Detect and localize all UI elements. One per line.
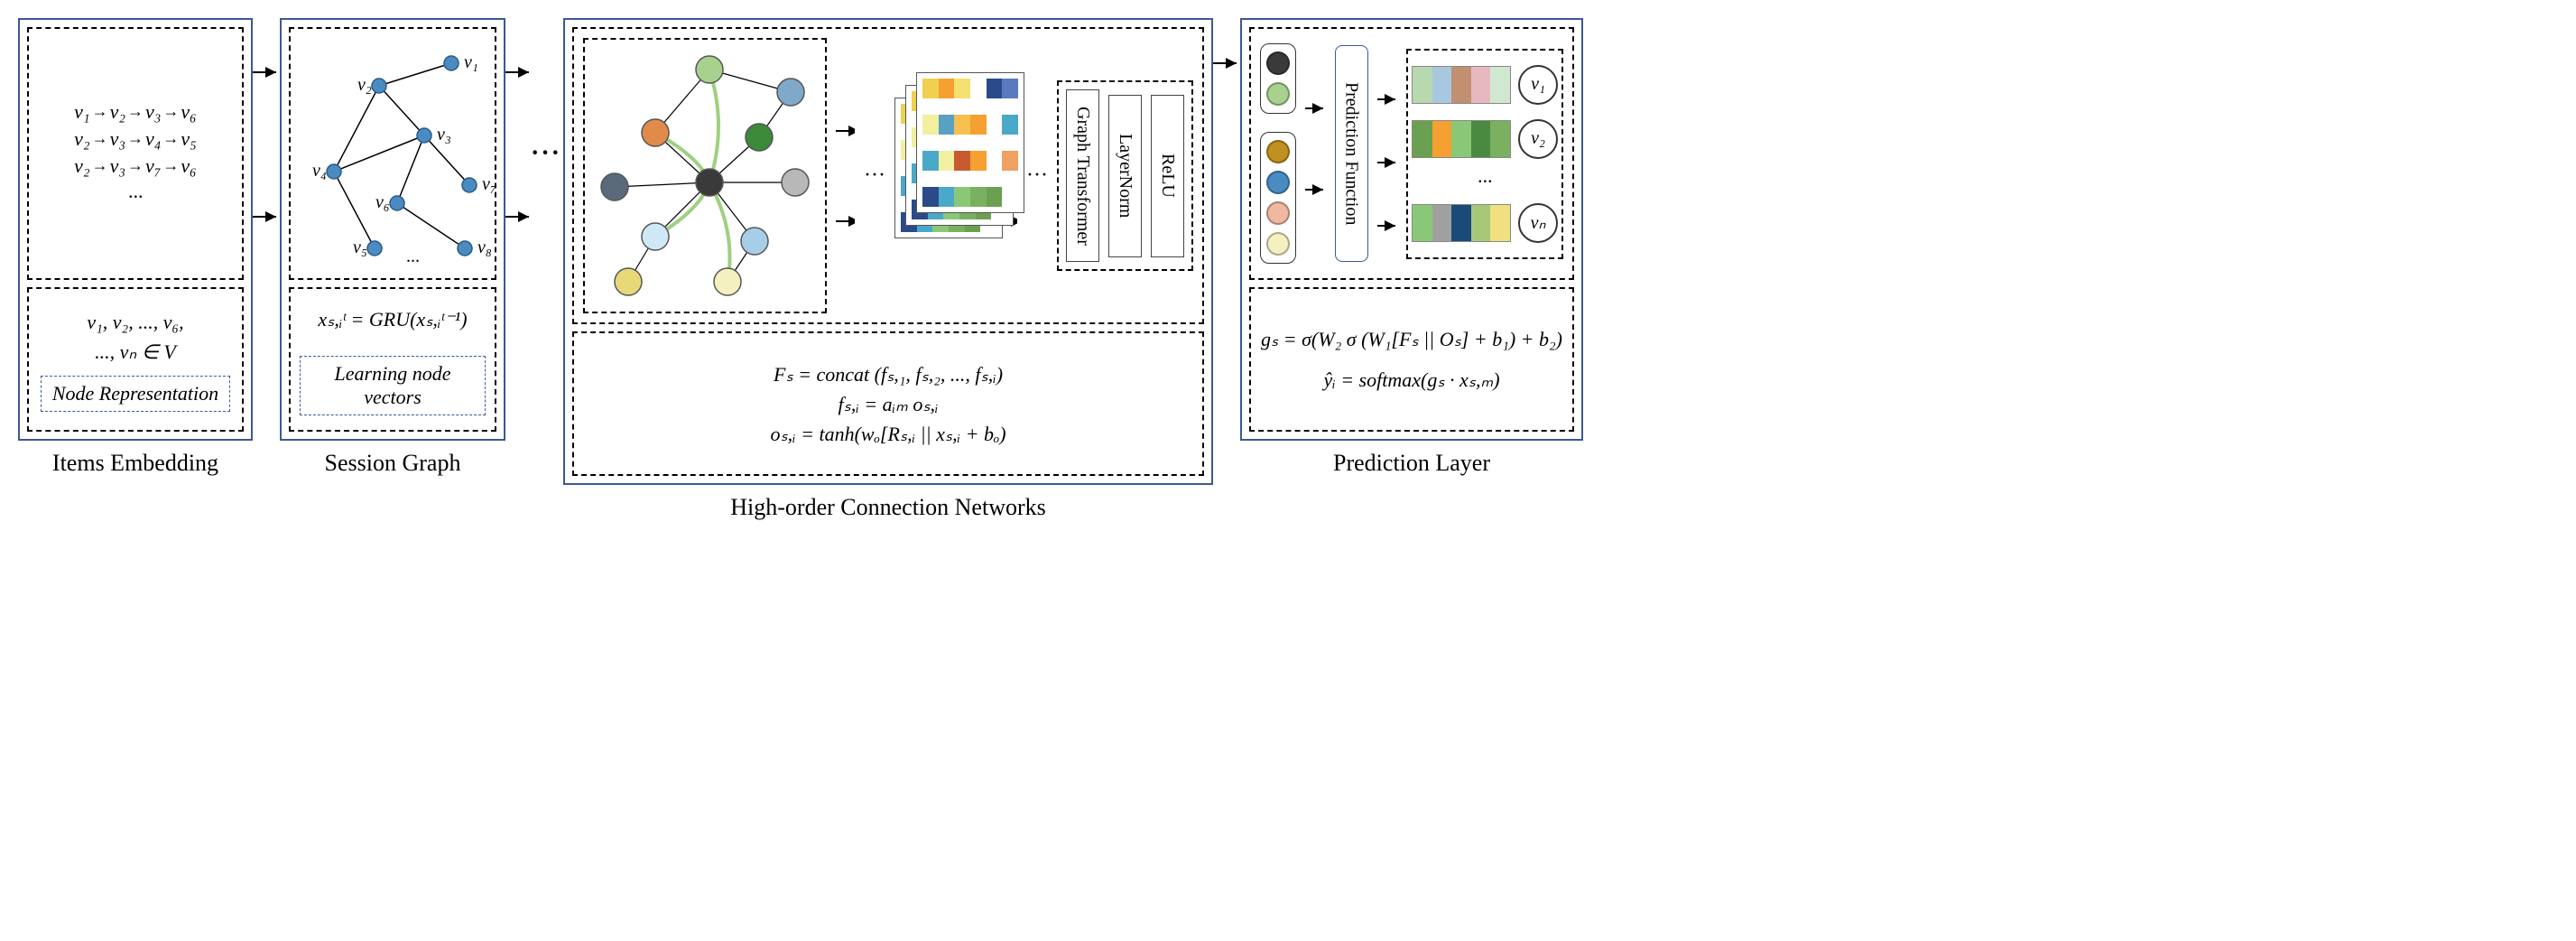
hoc-eq3: oₛ,ᵢ = tanh(wₒ[Rₛ,ᵢ || xₛ,ᵢ + bₒ) <box>770 419 1005 449</box>
input-group-1 <box>1260 132 1296 264</box>
hoc-dots-2: ··· <box>1026 163 1048 188</box>
high-order-title: High-order Connection Networks <box>563 494 1213 521</box>
session-graph-title: Session Graph <box>280 450 505 477</box>
items-sequences-box: v₁→v₂→v₃→v₆ v₂→v₃→v₄→v₅ v₂→v₃→v₇→v₆ ··· <box>27 27 244 280</box>
session-formula-box: xₛ,ᵢᵗ = GRU(xₛ,ᵢᵗ⁻¹) Learning node vecto… <box>289 287 496 432</box>
learning-vectors-label: Learning node vectors <box>300 356 486 415</box>
items-set-text2: ..., vₙ ∈ V <box>95 337 176 367</box>
input-node <box>1266 51 1290 75</box>
svg-text:v₄: v₄ <box>312 161 327 181</box>
ellipsis: ··· <box>128 182 144 211</box>
output-label: vₙ <box>1518 203 1558 243</box>
connector-arrows-1 <box>253 18 280 271</box>
items-embedding-panel: v₁→v₂→v₃→v₆ v₂→v₃→v₄→v₅ v₂→v₃→v₇→v₆ ··· v₁… <box>18 18 253 477</box>
input-node <box>1266 140 1290 163</box>
prediction-formula-box: gₛ = σ(W₂ σ (W₁[Fₛ || Oₛ] + b₁) + b₂) ŷᵢ… <box>1249 287 1574 432</box>
output-row: vₙ <box>1412 203 1558 243</box>
layernorm-block: LayerNorm <box>1108 95 1142 257</box>
node-representation-label: Node Representation <box>41 376 230 412</box>
svg-text:v₆: v₆ <box>375 192 390 212</box>
prediction-upper: Prediction Function v₁ v₂ ··· vₙ <box>1249 27 1574 280</box>
items-formula-box: v₁, v₂, ..., v₆, ..., vₙ ∈ V Node Repres… <box>27 287 244 432</box>
connector-arrow-3 <box>1213 18 1240 289</box>
prediction-panel: Prediction Function v₁ v₂ ··· vₙ gₛ = σ(W₂ … <box>1240 18 1583 477</box>
svg-text:...: ... <box>406 247 420 266</box>
hoc-eq2: fₛ,ᵢ = aᵢₘ oₛ,ᵢ <box>839 389 939 419</box>
output-label: v₂ <box>1518 119 1558 159</box>
graph-transformer-block: Graph Transformer <box>1066 89 1099 263</box>
svg-text:v₁: v₁ <box>464 52 478 72</box>
pred-eq2: ŷᵢ = softmax(gₛ · xₛ,ₘ) <box>1323 365 1499 395</box>
sequence-row: v₂→v₃→v₇→v₆ <box>74 154 197 178</box>
high-order-formula-box: Fₛ = concat (fₛ,₁, fₛ,₂, ..., fₛ,ᵢ) fₛ,ᵢ… <box>572 331 1204 476</box>
session-graph-box: v₁ v₂ v₃ v₄ v₅ v₆ v₇ v₈... <box>289 27 496 280</box>
output-row: v₂ <box>1412 119 1558 159</box>
input-node <box>1266 201 1290 225</box>
connector-dots-1: ··· <box>524 18 569 289</box>
svg-text:v₇: v₇ <box>482 174 496 194</box>
input-node <box>1266 82 1290 106</box>
svg-text:v₃: v₃ <box>437 125 451 144</box>
input-node <box>1266 232 1290 256</box>
pred-arrows-out <box>1377 63 1398 244</box>
output-label: v₁ <box>1518 65 1558 105</box>
architecture-diagram: v₁→v₂→v₃→v₆ v₂→v₃→v₄→v₅ v₂→v₃→v₇→v₆ ··· v₁… <box>18 18 2558 521</box>
pred-arrows-in <box>1305 63 1326 244</box>
sequence-row: v₁→v₂→v₃→v₆ <box>74 100 197 124</box>
session-graph-svg: v₁ v₂ v₃ v₄ v₅ v₆ v₇ v₈... <box>289 36 496 271</box>
svg-text:v₅: v₅ <box>353 238 367 257</box>
hoc-arrows-1 <box>836 86 855 266</box>
items-embedding-title: Items Embedding <box>18 450 253 477</box>
output-row: v₁ <box>1412 65 1558 105</box>
hoc-graph-svg <box>592 47 818 300</box>
svg-text:v₂: v₂ <box>357 75 372 95</box>
prediction-title: Prediction Layer <box>1240 450 1583 477</box>
high-order-upper: ··· ··· Graph Transformer LayerNorm ReLU <box>572 27 1204 324</box>
items-set-text1: v₁, v₂, ..., v₆, <box>87 307 183 337</box>
high-order-panel: ··· ··· Graph Transformer LayerNorm ReLU… <box>563 18 1213 521</box>
sequence-row: v₂→v₃→v₄→v₅ <box>74 127 197 151</box>
feature-card <box>916 72 1024 213</box>
prediction-function-block: Prediction Function <box>1335 45 1368 262</box>
layer-blocks: Graph Transformer LayerNorm ReLU <box>1057 80 1193 272</box>
prediction-outputs: v₁ v₂ ··· vₙ <box>1406 49 1563 259</box>
session-graph-panel: v₁ v₂ v₃ v₄ v₅ v₆ v₇ v₈... xₛ,ᵢᵗ = GRU(xₛ,ᵢᵗ⁻¹)… <box>280 18 505 477</box>
gru-equation: xₛ,ᵢᵗ = GRU(xₛ,ᵢᵗ⁻¹) <box>318 304 467 334</box>
relu-block: ReLU <box>1151 95 1184 257</box>
hoc-dots-1: ··· <box>864 163 885 188</box>
input-group-0 <box>1260 43 1296 114</box>
pred-eq1: gₛ = σ(W₂ σ (W₁[Fₛ || Oₛ] + b₁) + b₂) <box>1261 324 1562 354</box>
hoc-graph-box <box>583 38 827 313</box>
output-ellipsis: ··· <box>1478 166 1493 196</box>
svg-text:v₈: v₈ <box>477 238 492 257</box>
input-node <box>1266 171 1290 194</box>
hoc-eq1: Fₛ = concat (fₛ,₁, fₛ,₂, ..., fₛ,ᵢ) <box>774 359 1003 389</box>
feature-stack <box>894 72 989 280</box>
